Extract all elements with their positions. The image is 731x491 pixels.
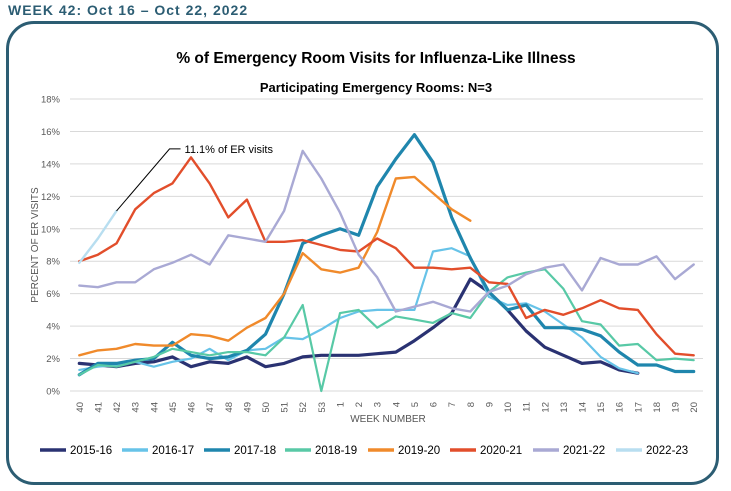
x-tick-label: 40 [75,402,86,413]
x-tick-label: 7 [447,402,458,407]
x-tick-label: 44 [149,402,160,413]
x-axis-label: WEEK NUMBER [350,414,426,425]
chart-title: % of Emergency Room Visits for Influenza… [176,50,575,67]
x-tick-label: 47 [205,402,216,413]
legend-label: 2018-19 [315,445,357,457]
x-tick-label: 52 [298,402,309,413]
y-tick-label: 10% [41,224,61,235]
week-header: WEEK 42: Oct 16 – Oct 22, 2022 [8,2,249,18]
series-lines [77,133,696,393]
annotation-leader-line [116,148,181,212]
series-line-2021-22 [78,149,695,313]
chart-panel [6,21,719,485]
x-tick-label: 6 [429,402,440,407]
x-tick-label: 16 [615,402,626,413]
legend-label: 2017-18 [234,445,276,457]
series-line-2020-21 [78,156,695,357]
y-tick-label: 4% [46,322,60,333]
x-tick-label: 19 [671,402,682,413]
x-tick-label: 1 [335,402,346,407]
x-tick-label: 15 [596,402,607,413]
x-tick-label: 2 [354,402,365,407]
x-tick-label: 11 [522,402,533,412]
series-line-2017-18 [77,133,696,377]
chart-subtitle: Participating Emergency Rooms: N=3 [260,80,492,95]
x-tick-label: 20 [689,402,700,413]
y-axis-ticks: 0% 2% 4% 6% 8% 10% 12% 14% 16% 18% [41,95,61,398]
x-tick-label: 45 [168,402,179,413]
x-tick-label: 5 [410,402,421,407]
x-tick-label: 41 [93,402,104,413]
x-tick-label: 42 [112,402,123,413]
x-tick-label: 17 [633,402,644,413]
legend-label: 2019-20 [398,445,440,457]
x-tick-label: 51 [280,402,291,413]
y-tick-label: 0% [46,387,60,398]
series-line-2016-17 [78,247,639,375]
series-line-2022-23 [78,209,118,264]
series-line-2018-19 [78,268,695,393]
legend-label: 2020-21 [480,445,522,457]
legend-label: 2022-23 [646,445,688,457]
x-tick-label: 8 [466,402,477,407]
legend-label: 2021-22 [563,445,605,457]
x-tick-label: 48 [224,402,235,413]
y-tick-label: 18% [41,95,61,106]
x-tick-label: 53 [317,402,328,413]
y-tick-label: 2% [46,354,60,365]
series-line-2019-20 [78,175,472,357]
x-tick-label: 14 [577,402,588,413]
x-tick-label: 46 [187,402,198,413]
series-line-2015-16 [77,277,640,375]
y-tick-label: 14% [41,159,61,170]
x-tick-label: 13 [559,402,570,413]
legend: 2015-16 2016-17 2017-18 2018-19 2019-20 2020-… [40,445,688,457]
x-axis-ticks: 40 41 42 43 44 45 46 47 48 49 50 51 52 53 1 2 3 4 5 6 7 8 9 10 1… [75,402,700,413]
x-tick-label: 50 [261,402,272,413]
x-tick-label: 12 [540,402,551,413]
annotation-text: 11.1% of ER visits [185,144,274,156]
legend-label: 2015-16 [70,445,112,457]
y-tick-label: 6% [46,289,60,300]
x-tick-label: 43 [131,402,142,413]
x-tick-label: 10 [503,402,514,413]
x-tick-label: 9 [484,402,495,407]
y-tick-label: 16% [41,127,61,138]
legend-label: 2016-17 [152,445,194,457]
y-axis-label: PERCENT OF ER VISITS [30,187,41,303]
y-tick-label: 12% [41,192,61,203]
x-tick-label: 3 [373,402,384,407]
x-tick-label: 18 [652,402,663,413]
annotation: 11.1% of ER visits [116,144,274,212]
y-tick-label: 8% [46,257,60,268]
x-tick-label: 4 [391,402,402,407]
x-tick-label: 49 [242,402,253,413]
